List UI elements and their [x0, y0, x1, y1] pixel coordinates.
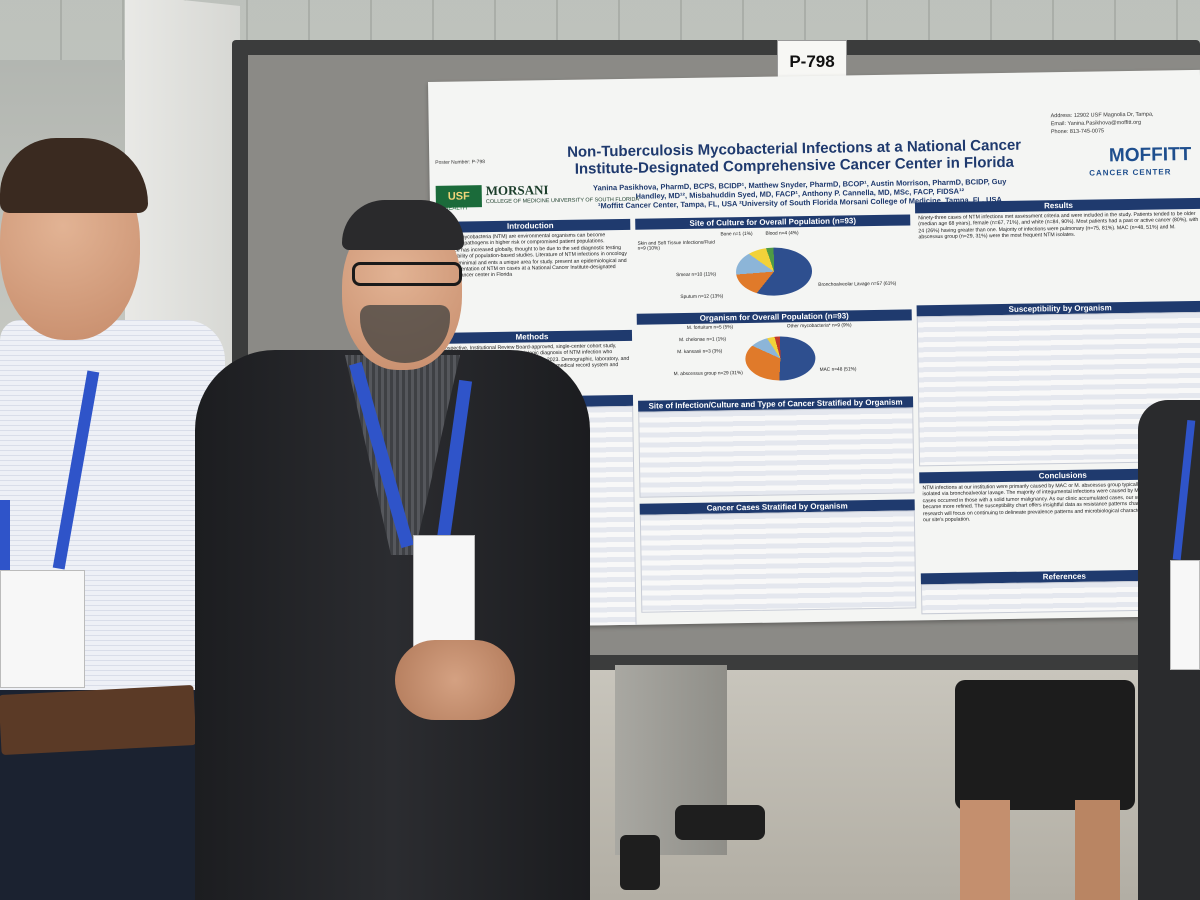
- morsani-logo: MORSANI: [485, 182, 549, 199]
- center-man-hands: [395, 640, 515, 720]
- phone-line: Phone: 813-745-0075: [1050, 128, 1105, 136]
- pie-label-mac: MAC n=48 (51%): [819, 367, 857, 373]
- pie-label-smear: Smear n=10 (11%): [676, 272, 717, 279]
- center-man-glasses: [352, 262, 462, 286]
- moffitt-subtitle: CANCER CENTER: [1089, 167, 1172, 178]
- cancer-cases-table: [639, 510, 917, 613]
- pie-label-kansasii: M. kansasii n=3 (3%): [677, 349, 723, 356]
- pie-label-skin: Skin and Soft Tissue Infections/Fluid n=…: [637, 240, 715, 252]
- pie-label-blood: Blood n=4 (4%): [765, 231, 799, 237]
- pie-label-fortuitum: M. fortuitum n=5 (5%): [686, 325, 734, 331]
- center-man-hair: [342, 200, 464, 250]
- left-man-belt: [0, 684, 197, 756]
- usf-logo-text: USF: [447, 190, 470, 203]
- badge-left-man: [0, 570, 85, 688]
- site-culture-pie: [735, 246, 813, 297]
- pie-label-bone: Bone n=1 (1%): [720, 231, 753, 238]
- pie-label-bal: Bronchoalveolar Lavage n=57 (61%): [818, 281, 897, 288]
- background-person-skirt: [955, 680, 1135, 810]
- poster-title: Non-Tuberculosis Mycobacterial Infection…: [566, 136, 1022, 178]
- organism-pie: [745, 335, 816, 382]
- organism-chart: Other mycobacteria* n=9 (9%) M. fortuitu…: [637, 320, 913, 400]
- usf-logo: USF: [435, 185, 482, 208]
- badge-right-person: [1170, 560, 1200, 670]
- moffitt-logo: MOFFITT: [1108, 144, 1192, 167]
- pie-label-abscessus: M. abscessus group n=29 (31%): [673, 371, 743, 378]
- poster-number: Poster Number: P-798: [435, 159, 486, 166]
- results-text: Ninety-three cases of NTM infections met…: [918, 210, 1199, 241]
- site-infection-table: [638, 407, 915, 498]
- contact-block: Address: 12902 USF Magnolia Dr, Tampa, E…: [1051, 110, 1200, 136]
- lanyard-left-man: [0, 500, 10, 580]
- background-person-leg: [1075, 800, 1120, 900]
- pie-label-other: Other mycobacteria* n=9 (9%): [786, 323, 852, 330]
- pie-label-sputum: Sputum n=12 (13%): [680, 294, 724, 301]
- middle-column: Site of Culture for Overall Population (…: [635, 214, 917, 613]
- background-person-shoe: [675, 805, 765, 840]
- background-person-shoe: [620, 835, 660, 890]
- site-culture-chart: Bone n=1 (1%) Blood n=4 (4%) Skin and So…: [635, 225, 911, 313]
- background-person-leg: [960, 800, 1010, 900]
- pie-label-chelonae: M. chelonae n=1 (1%): [679, 337, 727, 344]
- badge-center-man: [413, 535, 475, 650]
